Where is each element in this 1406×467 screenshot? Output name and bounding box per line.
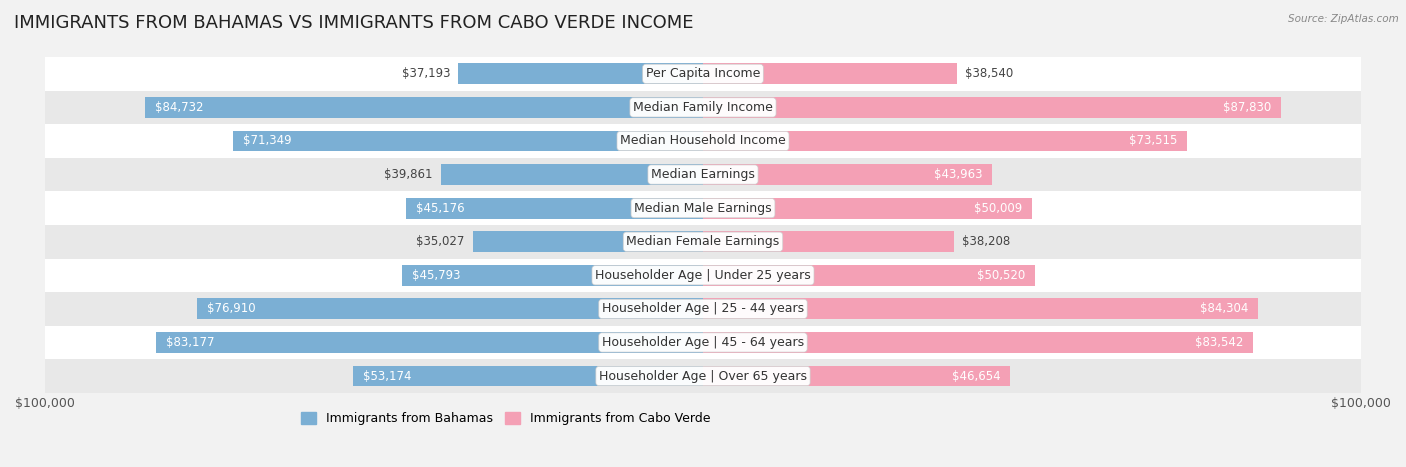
Text: $53,174: $53,174 — [363, 369, 412, 382]
Bar — [703, 64, 956, 84]
Text: $35,027: $35,027 — [416, 235, 464, 248]
Text: $76,910: $76,910 — [207, 302, 256, 315]
Text: Median Female Earnings: Median Female Earnings — [627, 235, 779, 248]
Bar — [45, 158, 1361, 191]
Bar — [440, 164, 703, 185]
Text: $87,830: $87,830 — [1223, 101, 1271, 114]
Text: $50,520: $50,520 — [977, 269, 1025, 282]
Text: $45,176: $45,176 — [416, 202, 464, 215]
Text: Householder Age | 45 - 64 years: Householder Age | 45 - 64 years — [602, 336, 804, 349]
Bar — [703, 298, 1258, 319]
Bar — [45, 191, 1361, 225]
Text: $84,304: $84,304 — [1199, 302, 1249, 315]
Text: $45,793: $45,793 — [412, 269, 460, 282]
Bar — [472, 231, 703, 252]
Bar — [45, 225, 1361, 259]
Bar — [703, 198, 1032, 219]
Bar — [406, 198, 703, 219]
Text: $71,349: $71,349 — [243, 134, 292, 148]
Text: Householder Age | Over 65 years: Householder Age | Over 65 years — [599, 369, 807, 382]
Text: Median Household Income: Median Household Income — [620, 134, 786, 148]
Text: $84,732: $84,732 — [155, 101, 204, 114]
Text: $39,861: $39,861 — [384, 168, 433, 181]
Bar — [45, 91, 1361, 124]
Text: $37,193: $37,193 — [402, 67, 450, 80]
Bar — [156, 332, 703, 353]
Text: Householder Age | Under 25 years: Householder Age | Under 25 years — [595, 269, 811, 282]
Text: Median Family Income: Median Family Income — [633, 101, 773, 114]
Text: $83,542: $83,542 — [1195, 336, 1243, 349]
Bar — [45, 359, 1361, 393]
Bar — [197, 298, 703, 319]
Text: $50,009: $50,009 — [974, 202, 1022, 215]
Bar — [703, 231, 955, 252]
Bar — [45, 57, 1361, 91]
Text: Householder Age | 25 - 44 years: Householder Age | 25 - 44 years — [602, 302, 804, 315]
Text: Median Male Earnings: Median Male Earnings — [634, 202, 772, 215]
Bar — [703, 332, 1253, 353]
Bar — [45, 292, 1361, 325]
Bar — [703, 366, 1010, 387]
Bar — [353, 366, 703, 387]
Bar — [703, 265, 1035, 286]
Text: $73,515: $73,515 — [1129, 134, 1177, 148]
Text: $38,540: $38,540 — [965, 67, 1012, 80]
Text: IMMIGRANTS FROM BAHAMAS VS IMMIGRANTS FROM CABO VERDE INCOME: IMMIGRANTS FROM BAHAMAS VS IMMIGRANTS FR… — [14, 14, 693, 32]
Bar — [45, 325, 1361, 359]
Bar — [145, 97, 703, 118]
Text: $43,963: $43,963 — [934, 168, 983, 181]
Text: $38,208: $38,208 — [962, 235, 1011, 248]
Bar — [45, 259, 1361, 292]
Text: $46,654: $46,654 — [952, 369, 1000, 382]
Legend: Immigrants from Bahamas, Immigrants from Cabo Verde: Immigrants from Bahamas, Immigrants from… — [295, 407, 716, 430]
Text: Source: ZipAtlas.com: Source: ZipAtlas.com — [1288, 14, 1399, 24]
Bar — [458, 64, 703, 84]
Bar — [703, 97, 1281, 118]
Bar — [45, 124, 1361, 158]
Bar — [402, 265, 703, 286]
Bar — [703, 164, 993, 185]
Text: Per Capita Income: Per Capita Income — [645, 67, 761, 80]
Bar — [233, 131, 703, 151]
Text: Median Earnings: Median Earnings — [651, 168, 755, 181]
Text: $83,177: $83,177 — [166, 336, 214, 349]
Bar — [703, 131, 1187, 151]
